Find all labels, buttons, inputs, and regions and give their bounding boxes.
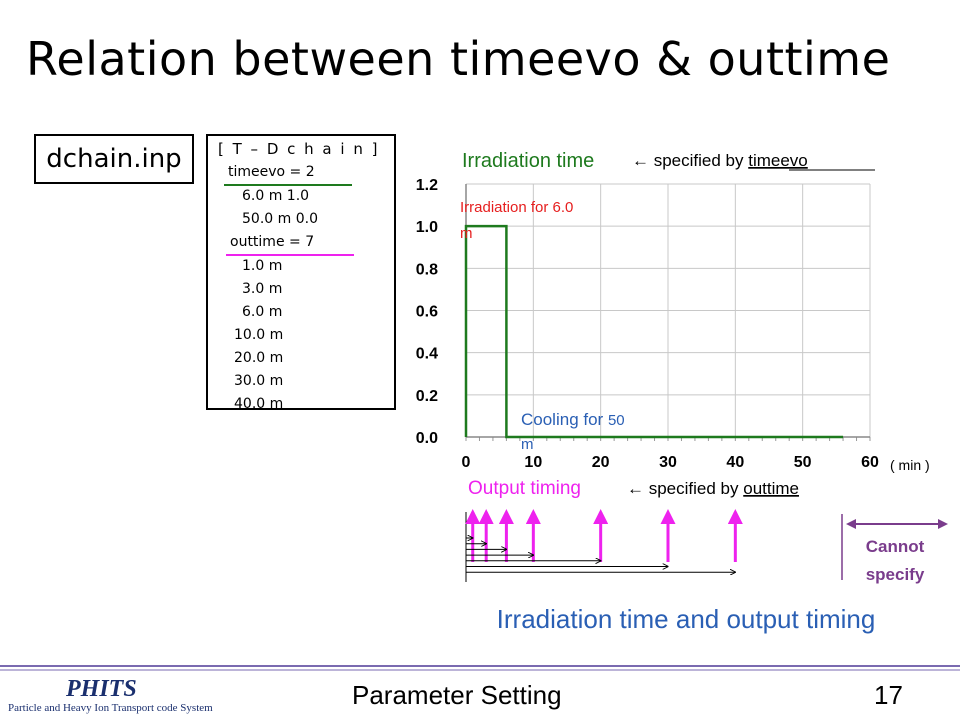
x-tick-label: 10	[524, 454, 542, 471]
irradiation-for-label: Irradiation for 6.0	[460, 199, 573, 216]
y-tick-label: 0.4	[416, 346, 438, 363]
input-line: 1.0 m	[242, 258, 283, 274]
input-line-outtime: outtime = 7	[230, 234, 315, 250]
input-line-timeevo: timeevo = 2	[228, 164, 315, 180]
input-line: 10.0 m	[234, 327, 284, 343]
footer-divider	[0, 665, 960, 671]
chart-area: 0.0 0.2 0.4 0.6 0.8 1.0 1.2 0 10 20 30 40 50 60 Irrad…	[416, 150, 948, 634]
footer-title: Parameter Setting	[352, 680, 562, 710]
input-line: 40.0 m	[234, 396, 284, 412]
output-timing-label: Output timing	[468, 478, 581, 499]
chart-series	[464, 224, 844, 439]
specified-by-prefix-2: ← specified by	[627, 479, 743, 498]
file-label: dchain.inp	[34, 134, 194, 184]
y-tick-label: 0.2	[416, 388, 438, 405]
chart-tick-labels: 0.0 0.2 0.4 0.6 0.8 1.0 1.2 0 10 20 30 40 50 60	[416, 177, 879, 471]
outtime-word: outtime	[743, 479, 799, 498]
output-timing-arrows	[465, 509, 743, 582]
y-tick-label: 0.8	[416, 261, 438, 278]
cooling-for-label: Cooling for 50	[521, 410, 625, 429]
outtime-underline	[226, 254, 354, 256]
cannot-specify-line2: specify	[866, 565, 925, 584]
specified-by-outtime: ← specified by outtime	[627, 479, 799, 498]
min-unit-label: ( min )	[890, 457, 930, 473]
x-tick-label: 0	[462, 454, 471, 471]
slide-title: Relation between timeevo & outtime	[26, 32, 891, 86]
y-tick-label: 0.0	[416, 430, 438, 447]
cooling-for-text: Cooling for	[521, 410, 608, 429]
timeevo-underline	[224, 184, 352, 186]
input-line: 6.0 m	[242, 304, 283, 320]
x-tick-label: 40	[726, 454, 744, 471]
x-tick-label: 30	[659, 454, 677, 471]
x-tick-label: 20	[592, 454, 610, 471]
timeevo-word: timeevo	[748, 151, 808, 170]
y-tick-label: 1.0	[416, 219, 438, 236]
y-tick-label: 1.2	[416, 177, 438, 194]
cooling-unit: m	[521, 436, 534, 453]
input-line: 3.0 m	[242, 281, 283, 297]
specified-by-prefix: ← specified by	[632, 151, 748, 170]
x-tick-label: 50	[794, 454, 812, 471]
irradiation-time-label: Irradiation time	[462, 150, 594, 172]
chart-grid	[466, 183, 871, 437]
y-tick-label: 0.6	[416, 304, 438, 321]
page-number: 17	[874, 680, 903, 710]
specified-by-timeevo: ← specified by timeevo	[632, 151, 808, 170]
input-line: 30.0 m	[234, 373, 284, 389]
phits-logo: PHITS	[66, 676, 137, 702]
cannot-specify-line1: Cannot	[866, 537, 925, 556]
irradiation-for-unit: m	[460, 225, 473, 242]
x-tick-label: 60	[861, 454, 879, 471]
input-line: 20.0 m	[234, 350, 284, 366]
input-header: [ T – D c h a i n ]	[218, 140, 380, 158]
input-block: [ T – D c h a i n ] timeevo = 2 6.0 m 1.…	[206, 134, 396, 412]
input-line: 6.0 m 1.0	[242, 188, 310, 204]
cooling-value: 50	[608, 412, 625, 429]
input-line: 50.0 m 0.0	[242, 211, 318, 227]
irradiation-series-line	[464, 224, 844, 439]
diagram-caption: Irradiation time and output timing	[497, 604, 876, 634]
phits-logo-subtitle: Particle and Heavy Ion Transport code Sy…	[8, 702, 213, 714]
